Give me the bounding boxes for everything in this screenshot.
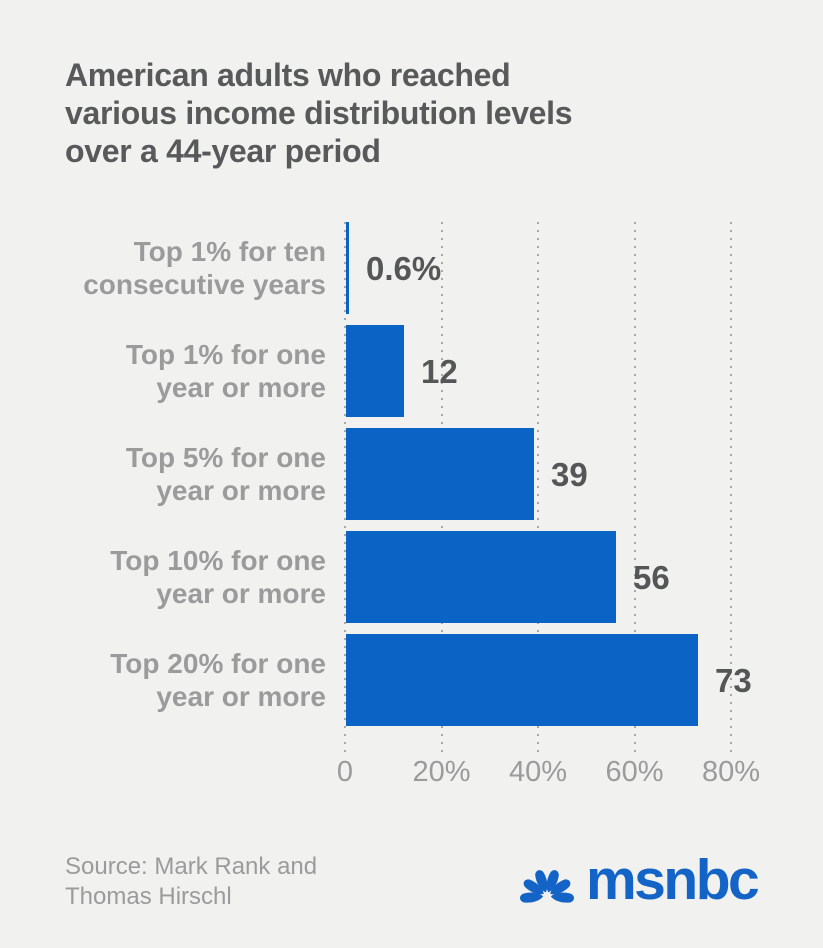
category-label: Top 1% for ten consecutive years: [83, 236, 326, 300]
chart-title-line: various income distribution levels: [65, 95, 573, 131]
msnbc-wordmark: msnbc: [586, 848, 760, 912]
x-axis-tick-label: 0: [336, 756, 354, 788]
value-label: 39: [551, 455, 588, 493]
value-label: 73: [715, 661, 752, 699]
peacock-icon: [520, 869, 574, 903]
gridline: [730, 222, 732, 752]
gridline: [537, 222, 539, 752]
value-label: 12: [421, 352, 458, 390]
bar-row: Top 1% for one year or more 12: [0, 325, 823, 417]
bar-row: Top 20% for one year or more 73: [0, 634, 823, 726]
gridline: [344, 222, 346, 752]
x-axis-tick-label: 80%: [701, 756, 761, 788]
x-axis-tick-label: 40%: [508, 756, 568, 788]
category-label: Top 5% for one year or more: [125, 442, 326, 506]
category-label: Top 10% for one year or more: [110, 545, 326, 609]
value-label: 56: [633, 558, 670, 596]
source-credit: Source: Mark Rank and Thomas Hirschl: [65, 852, 317, 912]
chart-title-line: American adults who reached: [65, 57, 511, 93]
x-axis-tick-label: 60%: [605, 756, 664, 788]
source-line: Thomas Hirschl: [65, 883, 232, 910]
bar: [346, 325, 404, 417]
bar: [346, 222, 349, 314]
chart-title-line: over a 44-year period: [65, 133, 381, 169]
bar-rows: Top 1% for ten consecutive years 0.6% Top…: [0, 222, 823, 726]
gridline: [633, 222, 636, 752]
msnbc-logo: msnbc: [517, 848, 760, 912]
value-label: 0.6%: [366, 249, 442, 287]
category-label: Top 1% for one year or more: [125, 339, 326, 403]
bar: [346, 634, 698, 726]
chart-title: American adults who reached various inco…: [65, 56, 573, 170]
bar-row: Top 5% for one year or more 39: [0, 428, 823, 520]
category-label: Top 20% for one year or more: [110, 648, 326, 712]
bar-row: Top 1% for ten consecutive years 0.6%: [0, 222, 823, 314]
bar-row: Top 10% for one year or more 56: [0, 531, 823, 623]
bar: [346, 531, 616, 623]
source-line: Source: Mark Rank and: [65, 853, 318, 880]
bar: [346, 428, 534, 520]
x-axis-tick-label: 20%: [412, 756, 471, 788]
